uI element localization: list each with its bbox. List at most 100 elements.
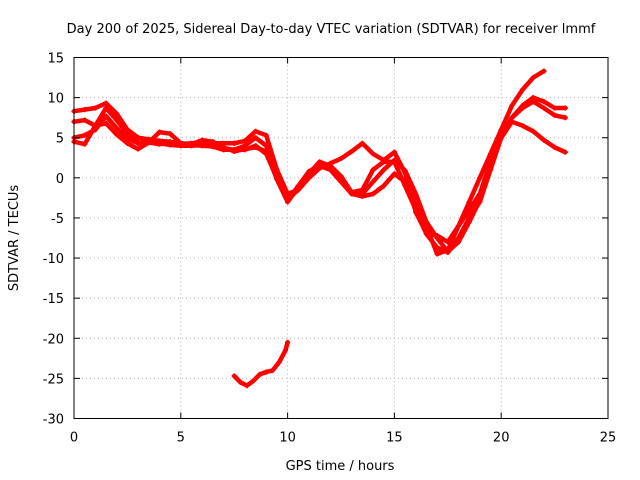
- plot-frame: [73, 57, 609, 419]
- data-point: [562, 149, 568, 155]
- data-point: [413, 191, 419, 197]
- data-point: [381, 183, 387, 189]
- data-point: [103, 105, 109, 111]
- data-point: [276, 359, 282, 365]
- data-point: [252, 144, 259, 150]
- data-point: [445, 249, 451, 255]
- data-point: [220, 144, 227, 150]
- data-point: [306, 171, 312, 177]
- x-tick-label: 0: [70, 431, 78, 446]
- data-point: [178, 140, 184, 146]
- data-point: [210, 143, 216, 150]
- data-point: [519, 86, 526, 93]
- data-point: [92, 123, 98, 129]
- data-point: [114, 131, 120, 138]
- data-point: [338, 177, 344, 183]
- data-point: [541, 105, 547, 111]
- data-point: [103, 113, 109, 119]
- data-point: [285, 199, 291, 205]
- data-point: [82, 107, 88, 113]
- y-tick-label: -15: [43, 292, 64, 307]
- data-point: [370, 191, 376, 197]
- label-layer: 0 5 10 15 20 25 -30 -25 -20 -15 -10 -5 0 5 10 15: [43, 52, 617, 446]
- data-point: [282, 347, 289, 353]
- chart-title: Day 200 of 2025, Sidereal Day-to-day VTE…: [67, 22, 596, 37]
- series-track-2: [71, 95, 568, 245]
- data-point: [370, 179, 376, 185]
- data-point: [391, 157, 397, 163]
- x-tick-label: 15: [386, 431, 403, 446]
- data-point: [359, 191, 365, 197]
- data-point: [541, 99, 547, 105]
- data-point: [498, 135, 504, 141]
- data-point: [509, 119, 515, 125]
- data-point: [263, 132, 269, 138]
- data-point: [250, 378, 257, 384]
- data-point: [381, 159, 387, 165]
- data-point: [402, 183, 408, 189]
- series-track-5: [231, 339, 291, 389]
- data-point: [257, 371, 263, 377]
- data-point: [327, 163, 333, 169]
- data-point: [82, 132, 88, 138]
- data-point: [423, 231, 430, 237]
- data-point: [263, 369, 269, 375]
- series-layer: [71, 68, 568, 389]
- data-point: [530, 99, 536, 105]
- data-point: [167, 131, 173, 137]
- x-tick-label: 5: [177, 431, 185, 446]
- data-point: [103, 120, 109, 126]
- data-point: [530, 74, 536, 81]
- data-point: [252, 128, 259, 134]
- series-track-3: [71, 99, 568, 256]
- data-point: [285, 339, 291, 345]
- data-point: [244, 383, 250, 389]
- data-point: [370, 151, 376, 157]
- data-point: [562, 115, 568, 121]
- y-tick-label: -30: [43, 413, 64, 428]
- data-point: [434, 245, 440, 251]
- data-point: [270, 367, 276, 373]
- data-point: [92, 105, 98, 111]
- tick-layer: [73, 57, 609, 419]
- data-point: [552, 112, 558, 118]
- data-point: [317, 159, 323, 165]
- data-point: [359, 140, 365, 146]
- data-point: [274, 176, 280, 183]
- data-point: [391, 171, 397, 177]
- data-point: [509, 103, 515, 109]
- data-point: [238, 379, 244, 385]
- data-point: [263, 148, 269, 154]
- data-point: [552, 105, 558, 111]
- data-point: [541, 137, 547, 143]
- data-point: [124, 135, 130, 142]
- y-tick-label: -25: [43, 372, 64, 387]
- data-point: [434, 235, 440, 241]
- data-point: [455, 239, 462, 245]
- data-point: [349, 148, 355, 154]
- data-point: [391, 149, 397, 155]
- data-point: [487, 163, 494, 169]
- data-point: [242, 138, 248, 144]
- data-point: [413, 207, 419, 213]
- data-point: [167, 142, 173, 148]
- data-point: [231, 373, 237, 379]
- y-tick-label: 0: [56, 172, 64, 187]
- data-point: [466, 207, 472, 213]
- series-trace: [71, 68, 547, 257]
- data-point: [466, 219, 472, 225]
- y-axis-label: SDTVAR / TECUs: [7, 185, 22, 292]
- x-axis-label: GPS time / hours: [286, 459, 395, 474]
- data-point: [338, 155, 344, 162]
- data-point: [370, 167, 376, 173]
- series-trace: [71, 119, 568, 254]
- data-point: [231, 140, 237, 146]
- y-tick-label: 5: [56, 132, 64, 147]
- data-point: [530, 128, 536, 134]
- grid-layer: [74, 57, 608, 419]
- data-point: [124, 140, 130, 146]
- data-point: [466, 199, 472, 205]
- data-point: [156, 140, 163, 146]
- data-point: [82, 141, 88, 147]
